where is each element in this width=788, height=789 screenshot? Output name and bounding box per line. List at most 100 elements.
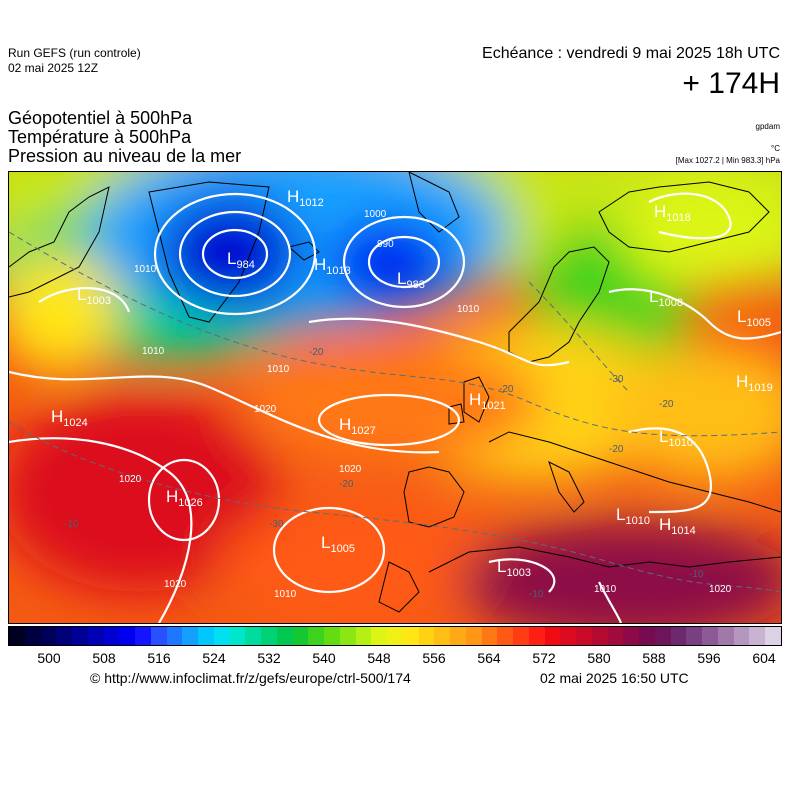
isobar-value-label: 1020 — [339, 464, 362, 475]
isotherm-value-label: -20 — [339, 479, 354, 490]
colorbar-tick-label: 524 — [202, 650, 226, 666]
colorbar-swatch — [324, 627, 340, 645]
isobar-value-label: 1020 — [119, 474, 142, 485]
high-pressure-label: H1021 — [469, 390, 506, 412]
unit-geopotential: gpdam — [755, 122, 780, 131]
colorbar-tick-label: 556 — [422, 650, 446, 666]
colorbar-swatch — [765, 627, 781, 645]
colorbar-swatch — [717, 627, 734, 645]
colorbar-tick-label: 564 — [477, 650, 501, 666]
high-pressure-label: H1018 — [654, 202, 691, 224]
field-temperature: Température à 500hPa — [8, 127, 192, 147]
colorbar-swatch — [560, 627, 576, 645]
colorbar-swatch — [670, 627, 687, 645]
colorbar-swatch — [87, 627, 104, 645]
low-pressure-label: L983 — [397, 269, 425, 291]
colorbar-tick-label: 572 — [532, 650, 556, 666]
colorbar-tick-label: 588 — [642, 650, 666, 666]
colorbar-swatch — [702, 627, 718, 645]
isobar-value-label: 1020 — [164, 579, 187, 590]
colorbar-swatch — [292, 627, 309, 645]
isobar-value-label: 1010 — [594, 584, 617, 595]
colorbar-swatch — [607, 627, 624, 645]
field-geopotential: Géopotentiel à 500hPa — [8, 108, 193, 128]
run-date: 02 mai 2025 12Z — [8, 61, 99, 75]
generated-timestamp: 02 mai 2025 16:50 UTC — [540, 670, 689, 686]
high-pressure-label: H1026 — [166, 487, 203, 509]
colorbar-tick-label: 540 — [312, 650, 336, 666]
low-pressure-label: L1005 — [737, 307, 771, 329]
contour-labels: 1010 1020 1020 1000 990 1010 1010 1010 1020 1020 1… — [64, 209, 732, 600]
colorbar-swatch — [276, 627, 293, 645]
run-title: Run GEFS (run controle) — [8, 46, 141, 60]
colorbar-swatch — [387, 627, 403, 645]
colorbar-swatch — [434, 627, 450, 645]
colorbar-swatch — [481, 627, 498, 645]
colorbar-swatch — [213, 627, 230, 645]
colorbar-swatch — [119, 627, 135, 645]
isotherm-value-label: -20 — [609, 444, 624, 455]
colorbar-tick-label: 532 — [257, 650, 281, 666]
isobar-value-label: 1010 — [142, 346, 165, 357]
isotherm-value-label: -20 — [309, 347, 324, 358]
low-pressure-label: L1005 — [321, 533, 355, 555]
low-pressure-label: L1010 — [659, 427, 693, 449]
colorbar-swatch — [749, 627, 765, 645]
source-link[interactable]: © http://www.infoclimat.fr/z/gefs/europe… — [90, 670, 411, 686]
unit-pressure-range: [Max 1027.2 | Min 983.3] hPa — [675, 156, 780, 165]
colorbar-swatch — [355, 627, 372, 645]
isobar-value-label: 1010 — [457, 304, 480, 315]
isobar-value-label: 1010 — [134, 264, 157, 275]
low-pressure-label: L1010 — [616, 505, 650, 527]
colorbar-swatch — [465, 627, 482, 645]
isotherms — [9, 231, 781, 593]
low-pressure-label: L1003 — [497, 557, 531, 579]
geopotential-field — [9, 172, 781, 623]
colorbar-swatch — [245, 627, 261, 645]
colorbar-swatch — [24, 627, 41, 645]
colorbar-swatch — [56, 627, 72, 645]
colorbar-swatch — [198, 627, 214, 645]
colorbar-tick-label: 580 — [587, 650, 611, 666]
isobar-value-label: 1010 — [267, 364, 290, 375]
colorbar-swatch — [9, 627, 25, 645]
colorbar-swatch — [528, 627, 545, 645]
isotherm-value-label: -10 — [529, 589, 544, 600]
colorbar-swatch — [639, 627, 655, 645]
field-pressure: Pression au niveau de la mer — [8, 146, 242, 166]
high-pressure-label: H1012 — [287, 187, 324, 209]
colorbar-tick-label: 508 — [92, 650, 116, 666]
colorbar-tick-label: 548 — [367, 650, 391, 666]
colorbar-swatch — [103, 627, 120, 645]
colorbar-tick-label: 596 — [697, 650, 721, 666]
geopotential-colorbar — [8, 626, 782, 646]
colorbar-swatch — [261, 627, 277, 645]
colorbar-swatch — [686, 627, 702, 645]
isotherm-value-label: -30 — [269, 519, 284, 530]
isotherm-value-label: -10 — [64, 519, 79, 530]
colorbar-swatch — [544, 627, 561, 645]
colorbar-swatch — [418, 627, 435, 645]
colorbar-swatch — [654, 627, 671, 645]
isobar-value-label: 990 — [377, 239, 394, 250]
colorbar-swatch — [450, 627, 466, 645]
coastlines — [9, 172, 781, 613]
colorbar-swatch — [623, 627, 639, 645]
isobars — [9, 192, 781, 623]
colorbar-tick-label: 516 — [147, 650, 171, 666]
isobar-value-label: 1000 — [364, 209, 387, 220]
weather-map: H1012 H1013 H1024 H1027 H1026 H1021 H1019 H1014… — [8, 171, 782, 624]
colorbar-swatch — [371, 627, 387, 645]
colorbar-swatch — [497, 627, 513, 645]
low-pressure-label: L1003 — [77, 285, 111, 307]
colorbar-swatch — [40, 627, 57, 645]
high-pressure-label: H1019 — [736, 372, 773, 394]
isobar-value-label: 1020 — [709, 584, 732, 595]
low-pressure-label: L1008 — [649, 287, 683, 309]
colorbar-swatch — [72, 627, 88, 645]
colorbar-swatch — [733, 627, 750, 645]
high-pressure-label: H1027 — [339, 415, 376, 437]
colorbar-swatch — [576, 627, 592, 645]
colorbar-swatch — [513, 627, 529, 645]
colorbar-tick-label: 604 — [752, 650, 776, 666]
